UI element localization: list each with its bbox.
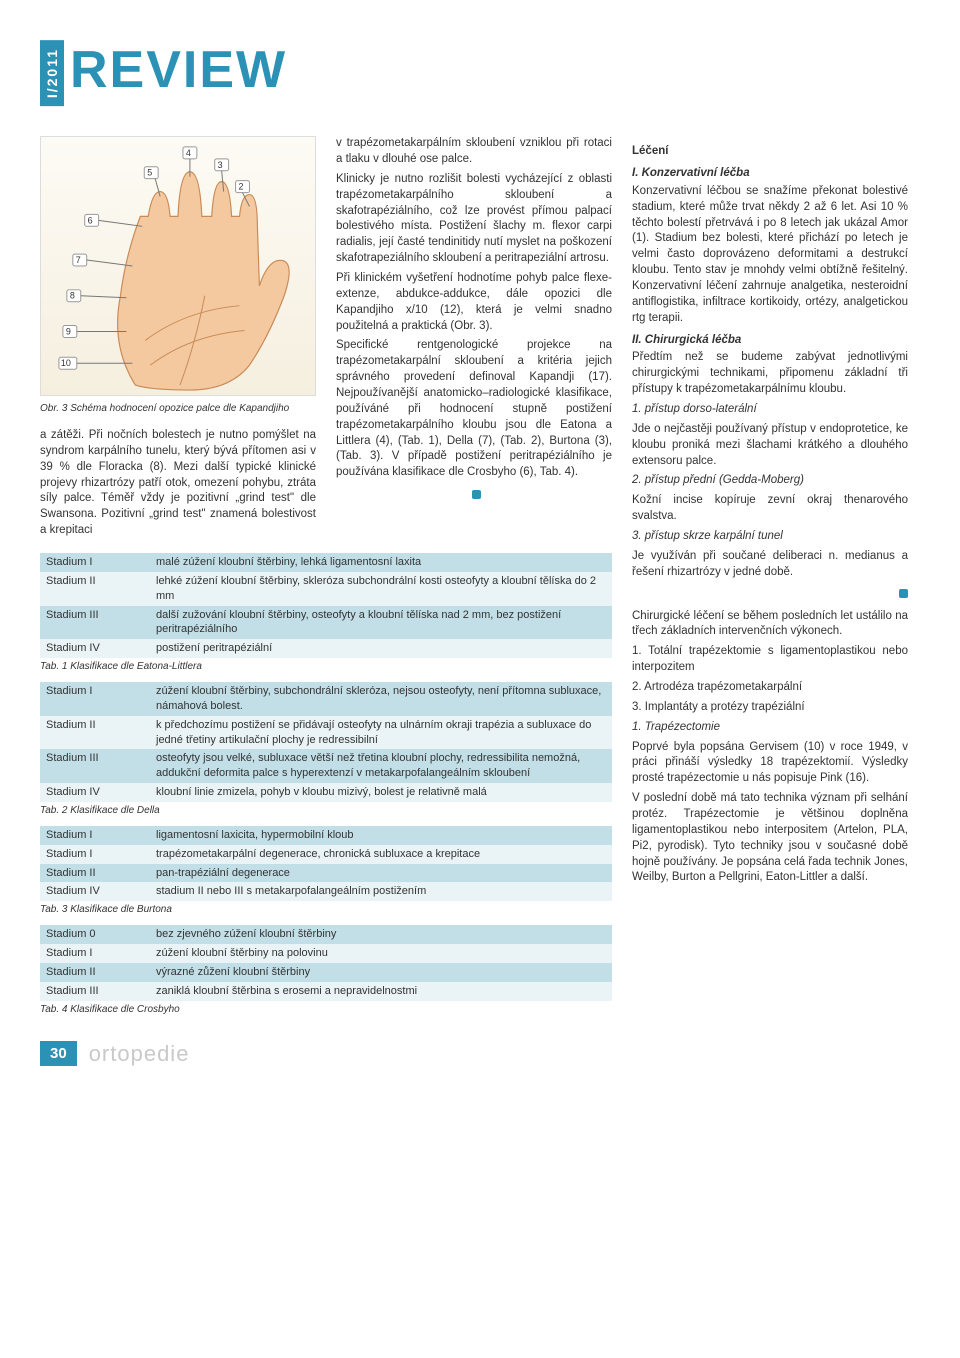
svg-text:2: 2	[239, 182, 244, 192]
list-item-3: 3. Implantáty a protézy trapéziální	[632, 700, 908, 716]
svg-text:7: 7	[76, 255, 81, 265]
subhead-chirurgicka: II. Chirurgická léčba	[632, 333, 908, 349]
table-1-caption: Tab. 1 Klasifikace dle Eatona-Littlera	[40, 661, 612, 672]
kapandji-point-8: 8	[67, 290, 127, 302]
svg-text:10: 10	[61, 358, 71, 368]
trapezectomie-p2: V poslední době má tato technika význam …	[632, 791, 908, 886]
table-row: Stadium IIIdalší zužování kloubní štěrbi…	[40, 606, 612, 640]
kapandji-point-6: 6	[85, 215, 143, 227]
list-item-1: 1. Totální trapézektomie s ligamentoplas…	[632, 644, 908, 676]
figure-caption: Obr. 3 Schéma hodnocení opozice palce dl…	[40, 402, 316, 416]
column-3: Léčení I. Konzervativní léčba Konzervati…	[632, 136, 908, 1021]
kapandji-point-7: 7	[73, 254, 133, 266]
column-2: v trapézometakarpálním skloubení vzniklo…	[336, 136, 612, 543]
table-1-eaton-littler: Stadium Imalé zúžení kloubní štěrbiny, l…	[40, 553, 612, 658]
approach-1-title: 1. přístup dorso-laterální	[632, 402, 908, 418]
col1-text: a zátěži. Při nočních bolestech je nutno…	[40, 428, 316, 539]
table-row: Stadium 0bez zjevného zúžení kloubní ště…	[40, 925, 612, 944]
hand-diagram-svg: 2 3 4 5 6 7 8 9 10	[41, 137, 315, 395]
table-row: Stadium IVstadium II nebo III s metakarp…	[40, 882, 612, 901]
table-row: Stadium Izúžení kloubní štěrbiny, subcho…	[40, 682, 612, 716]
left-wrap: 2 3 4 5 6 7 8 9 10 Obr. 3 Schéma hodnoce…	[40, 136, 612, 1021]
approach-1-text: Jde o nejčastěji používaný přístup v end…	[632, 422, 908, 470]
kapandji-point-9: 9	[63, 326, 127, 338]
table-2-della: Stadium Izúžení kloubní štěrbiny, subcho…	[40, 682, 612, 802]
table-row: Stadium Imalé zúžení kloubní štěrbiny, l…	[40, 553, 612, 572]
section-end-marker	[632, 587, 908, 603]
heading-leceni: Léčení	[632, 144, 908, 160]
table-row: Stadium IVkloubní linie zmizela, pohyb v…	[40, 783, 612, 802]
column-1: 2 3 4 5 6 7 8 9 10 Obr. 3 Schéma hodnoce…	[40, 136, 316, 543]
col2-p0: v trapézometakarpálním skloubení vzniklo…	[336, 136, 612, 168]
kapandji-point-10: 10	[59, 357, 132, 369]
table-row: Stadium Iligamentosní laxicita, hypermob…	[40, 826, 612, 845]
svg-text:8: 8	[70, 291, 75, 301]
para-chirurgicka-intro: Předtím než se budeme zabývat jednotlivý…	[632, 350, 908, 398]
table-4-crosby: Stadium 0bez zjevného zúžení kloubní ště…	[40, 925, 612, 1000]
approach-3-text: Je využíván při součané deliberaci n. me…	[632, 549, 908, 581]
svg-text:4: 4	[186, 148, 191, 158]
table-row: Stadium IIk předchozímu postižení se při…	[40, 716, 612, 750]
section-title: REVIEW	[70, 40, 287, 106]
col2-p3: Specifické rentgenologické projekce na t…	[336, 338, 612, 481]
table-3-caption: Tab. 3 Klasifikace dle Burtona	[40, 904, 612, 915]
kapandji-point-4: 4	[183, 147, 197, 177]
col2-p2: Při klinickém vyšetření hodnotíme pohyb …	[336, 271, 612, 334]
table-3-burton: Stadium Iligamentosní laxicita, hypermob…	[40, 826, 612, 901]
svg-text:3: 3	[218, 160, 223, 170]
approach-2-title: 2. přístup přední (Gedda-Moberg)	[632, 473, 908, 489]
para-surgery-intro: Chirurgické léčení se během posledních l…	[632, 609, 908, 641]
figure-hand: 2 3 4 5 6 7 8 9 10	[40, 136, 316, 396]
svg-text:9: 9	[66, 327, 71, 337]
page-body: 2 3 4 5 6 7 8 9 10 Obr. 3 Schéma hodnoce…	[40, 136, 920, 1021]
masthead: I/2011 REVIEW	[40, 40, 920, 106]
trapezectomie-title: 1. Trapézectomie	[632, 720, 908, 736]
subhead-konzervativni: I. Konzervativní léčba	[632, 166, 908, 182]
approach-3-title: 3. přístup skrze karpální tunel	[632, 529, 908, 545]
trapezectomie-p1: Poprvé byla popsána Gervisem (10) v roce…	[632, 740, 908, 788]
table-row: Stadium IIIzaniklá kloubní štěrbina s er…	[40, 982, 612, 1001]
para-konzervativni: Konzervativní léčbou se snažíme překonat…	[632, 184, 908, 327]
table-row: Stadium IIIosteofyty jsou velké, subluxa…	[40, 749, 612, 783]
list-item-2: 2. Artrodéza trapézometakarpální	[632, 680, 908, 696]
journal-name: ortopedie	[89, 1041, 190, 1067]
table-row: Stadium IIlehké zúžení kloubní štěrbiny,…	[40, 572, 612, 606]
section-end-marker	[336, 487, 612, 503]
page-number: 30	[40, 1041, 77, 1066]
table-2-caption: Tab. 2 Klasifikace dle Della	[40, 805, 612, 816]
table-4-caption: Tab. 4 Klasifikace dle Crosbyho	[40, 1004, 612, 1015]
table-row: Stadium IIpan-trapéziální degenerace	[40, 864, 612, 883]
footer: 30 ortopedie	[40, 1041, 920, 1067]
table-row: Stadium IVpostižení peritrapéziální	[40, 639, 612, 658]
svg-text:5: 5	[147, 168, 152, 178]
col2-p1: Klinicky je nutno rozlišit bolesti vychá…	[336, 172, 612, 267]
svg-text:6: 6	[88, 215, 93, 225]
top-columns: 2 3 4 5 6 7 8 9 10 Obr. 3 Schéma hodnoce…	[40, 136, 612, 543]
table-row: Stadium Itrapézometakarpální degenerace,…	[40, 845, 612, 864]
table-row: Stadium IIvýrazné zůžení kloubní štěrbin…	[40, 963, 612, 982]
issue-tab: I/2011	[40, 40, 64, 106]
table-row: Stadium Izúžení kloubní štěrbiny na polo…	[40, 944, 612, 963]
approach-2-text: Kožní incise kopíruje zevní okraj thenar…	[632, 493, 908, 525]
